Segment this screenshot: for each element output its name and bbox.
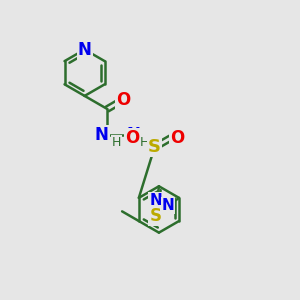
Text: N: N [127,126,140,144]
Text: N: N [149,193,162,208]
Text: O: O [116,91,130,109]
Text: O: O [170,129,184,147]
Text: S: S [148,138,161,156]
Text: N: N [78,40,92,58]
Text: H: H [112,136,121,149]
Text: S: S [149,206,161,224]
Text: N: N [95,126,109,144]
Text: N: N [162,198,175,213]
Text: O: O [125,129,139,147]
Text: H: H [140,136,149,149]
